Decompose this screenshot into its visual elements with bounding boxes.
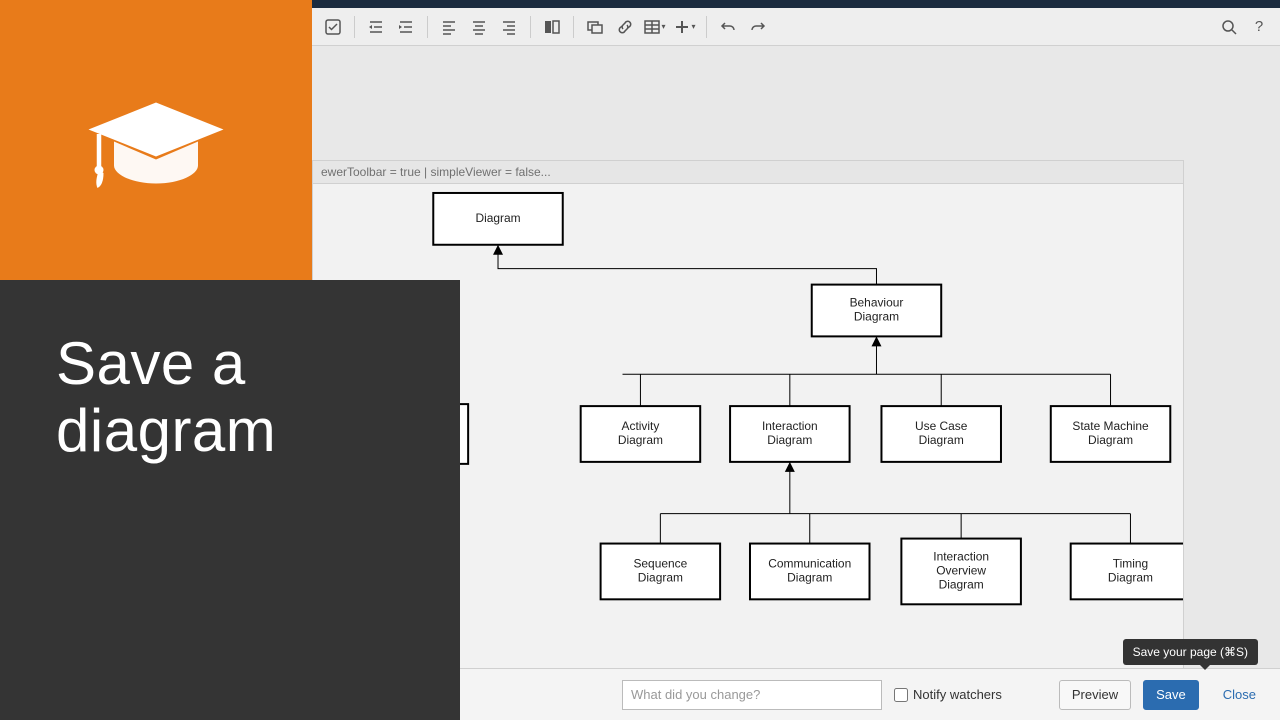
- svg-text:Diagram: Diagram: [1088, 433, 1133, 447]
- toolbar-separator: [427, 16, 428, 38]
- close-button[interactable]: Close: [1211, 680, 1268, 710]
- layout-icon[interactable]: [538, 13, 566, 41]
- undo-icon[interactable]: [714, 13, 742, 41]
- editor-toolbar: ▾ ▾ ?: [312, 8, 1280, 46]
- preview-button[interactable]: Preview: [1059, 680, 1131, 710]
- svg-text:Diagram: Diagram: [767, 433, 812, 447]
- align-right-icon[interactable]: [495, 13, 523, 41]
- help-icon[interactable]: ?: [1245, 13, 1273, 41]
- toolbar-separator: [354, 16, 355, 38]
- svg-text:Diagram: Diagram: [919, 433, 964, 447]
- align-left-icon[interactable]: [435, 13, 463, 41]
- svg-text:Diagram: Diagram: [939, 578, 984, 592]
- svg-text:Behaviour: Behaviour: [850, 296, 904, 310]
- change-comment-input[interactable]: [622, 680, 882, 710]
- svg-text:Overview: Overview: [936, 564, 986, 578]
- insert-icon[interactable]: ▾: [671, 13, 699, 41]
- macro-params-text: ewerToolbar = true | simpleViewer = fals…: [312, 160, 1184, 184]
- svg-text:Sequence: Sequence: [633, 557, 687, 571]
- align-center-icon[interactable]: [465, 13, 493, 41]
- redo-icon[interactable]: [744, 13, 772, 41]
- svg-text:State Machine: State Machine: [1072, 419, 1149, 433]
- toolbar-separator: [573, 16, 574, 38]
- svg-text:Diagram: Diagram: [787, 571, 832, 585]
- svg-text:Diagram: Diagram: [1108, 571, 1153, 585]
- notify-watchers-label: Notify watchers: [913, 687, 1002, 702]
- notify-watchers-toggle[interactable]: Notify watchers: [894, 687, 1002, 702]
- svg-text:Communication: Communication: [768, 557, 851, 571]
- toolbar-separator: [706, 16, 707, 38]
- link-icon[interactable]: [611, 13, 639, 41]
- save-button[interactable]: Save: [1143, 680, 1199, 710]
- svg-text:Activity: Activity: [622, 419, 660, 433]
- tutorial-title: Save a diagram: [56, 330, 404, 464]
- editor-footer: Notify watchers Preview Save Close: [460, 668, 1280, 720]
- graduation-cap-icon: [81, 85, 231, 195]
- svg-text:Timing: Timing: [1113, 557, 1148, 571]
- save-tooltip: Save your page (⌘S): [1123, 639, 1258, 665]
- notify-watchers-checkbox[interactable]: [894, 688, 908, 702]
- brand-panel: [0, 0, 312, 280]
- svg-text:Diagram: Diagram: [618, 433, 663, 447]
- macro-icon[interactable]: [581, 13, 609, 41]
- tutorial-title-panel: Save a diagram: [0, 280, 460, 720]
- svg-text:Use Case: Use Case: [915, 419, 968, 433]
- table-icon[interactable]: ▾: [641, 13, 669, 41]
- svg-text:Interaction: Interaction: [933, 550, 989, 564]
- svg-text:Interaction: Interaction: [762, 419, 818, 433]
- toolbar-separator: [530, 16, 531, 38]
- indent-icon[interactable]: [392, 13, 420, 41]
- svg-text:Diagram: Diagram: [638, 571, 683, 585]
- search-icon[interactable]: [1215, 13, 1243, 41]
- outdent-icon[interactable]: [362, 13, 390, 41]
- svg-text:Diagram: Diagram: [854, 310, 899, 324]
- svg-text:Diagram: Diagram: [475, 211, 520, 225]
- checklist-icon[interactable]: [319, 13, 347, 41]
